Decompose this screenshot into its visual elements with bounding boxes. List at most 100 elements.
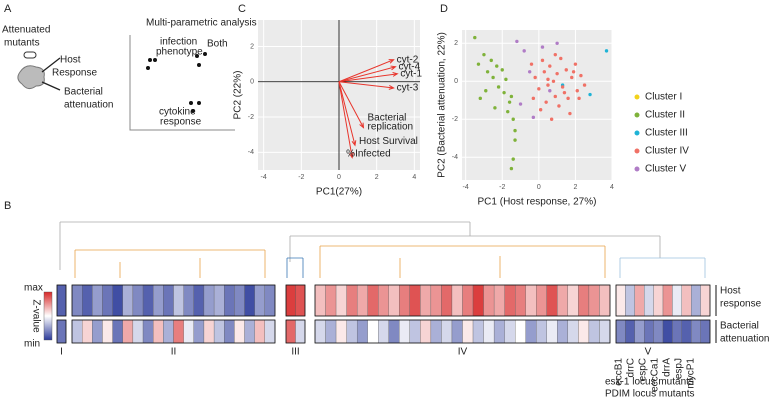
heatmap-cell	[102, 284, 113, 317]
heatmap-cell	[264, 319, 276, 344]
vector-label: %Infected	[346, 148, 390, 159]
point	[562, 90, 567, 95]
gene-label: eccCa1	[650, 358, 661, 392]
gene-label: mycP1	[686, 358, 697, 389]
point	[527, 70, 532, 74]
x-tick-label: 0	[537, 184, 541, 191]
heatmap-cell	[224, 319, 235, 344]
legend-label: Cluster II	[645, 110, 685, 121]
heatmap-cell	[451, 284, 463, 317]
point	[500, 68, 504, 72]
point	[478, 96, 482, 101]
label: cytokine	[159, 107, 196, 118]
group-label: PDIM locus mutants	[605, 389, 694, 400]
heatmap-cell	[193, 319, 205, 344]
dots	[146, 52, 207, 113]
cluster-label: IV	[458, 347, 468, 358]
x-tick-label: -4	[261, 174, 267, 181]
block-border	[314, 284, 611, 317]
heatmap-cell	[588, 319, 600, 344]
point	[548, 89, 552, 93]
x-tick-label: 2	[573, 184, 577, 191]
point	[553, 52, 557, 57]
vector	[338, 81, 357, 147]
heatmap-cell	[691, 319, 701, 344]
legend-marker	[634, 166, 640, 172]
block-border	[71, 284, 276, 317]
heatmap-cell	[557, 319, 569, 344]
y-tick-label: 2	[454, 40, 458, 47]
point	[553, 94, 557, 99]
heatmap-cell	[254, 319, 265, 344]
heatmap-cell	[367, 319, 379, 344]
vector	[338, 72, 399, 83]
heatmap-cell	[193, 284, 205, 317]
legend-label: Cluster V	[645, 164, 686, 175]
point	[491, 75, 495, 80]
point	[551, 79, 556, 83]
plot-background	[462, 30, 612, 180]
heatmap-cell	[399, 319, 410, 344]
point	[522, 49, 526, 53]
x-tick-label: -2	[298, 174, 304, 181]
heatmap-cell	[234, 284, 245, 317]
heatmap-cell	[567, 284, 579, 317]
heatmap-cell	[254, 284, 265, 317]
gene-label: drrC	[626, 358, 637, 377]
x-axis-label: PC1 (Host response, 27%)	[478, 197, 597, 208]
heatmap-cell	[515, 319, 526, 344]
heatmap-cell	[462, 284, 474, 317]
cluster-label: III	[291, 347, 299, 358]
heatmap-cell	[325, 284, 337, 317]
x-tick-label: -2	[499, 184, 505, 191]
label: attenuation	[64, 100, 114, 111]
heatmap-cell	[681, 319, 692, 344]
heatmap-cell	[567, 319, 579, 344]
point	[540, 45, 545, 49]
heatmap-cell	[451, 319, 463, 344]
heatmap-cell	[441, 284, 453, 317]
row-label: attenuation	[720, 334, 770, 345]
point	[476, 62, 481, 66]
heatmap-cell	[546, 319, 558, 344]
label: Both	[207, 39, 228, 50]
heatmap-cell	[634, 284, 645, 317]
point	[515, 39, 519, 44]
heatmap-cell	[335, 319, 347, 344]
point	[489, 58, 493, 63]
heatmap-cell	[504, 284, 516, 317]
x-tick-label: 4	[610, 184, 614, 191]
heatmap-cell	[662, 319, 673, 344]
point	[555, 41, 559, 45]
heatmap-cell	[515, 284, 526, 317]
heatmap-cell	[56, 284, 67, 317]
point	[509, 166, 514, 171]
label: Multi-parametric analysis	[146, 18, 257, 29]
heatmap-cell	[163, 319, 174, 344]
heatmap-cell	[536, 284, 547, 317]
x-tick-label: -4	[463, 184, 469, 191]
heatmap-cell	[625, 319, 635, 344]
vector	[338, 65, 397, 83]
heatmap-cell	[92, 284, 103, 317]
point	[549, 117, 554, 121]
vector	[338, 59, 395, 83]
block-border	[314, 319, 611, 344]
heatmap-cell	[213, 284, 225, 317]
point	[575, 89, 579, 93]
point	[506, 109, 510, 114]
heatmap-cell	[264, 284, 276, 317]
vector-label: Bacterial	[367, 112, 406, 123]
point	[568, 111, 572, 116]
heatmap-cell	[504, 319, 516, 344]
heatmap-cell	[615, 284, 626, 317]
heatmap-cell	[244, 319, 255, 344]
heatmap-cell	[325, 319, 337, 344]
point	[604, 49, 609, 53]
heatmap-cell	[525, 319, 537, 344]
bacterium	[23, 51, 37, 59]
heatmap-cell	[691, 284, 701, 317]
vector	[338, 81, 354, 159]
vector-label: cyt-3	[397, 83, 419, 94]
